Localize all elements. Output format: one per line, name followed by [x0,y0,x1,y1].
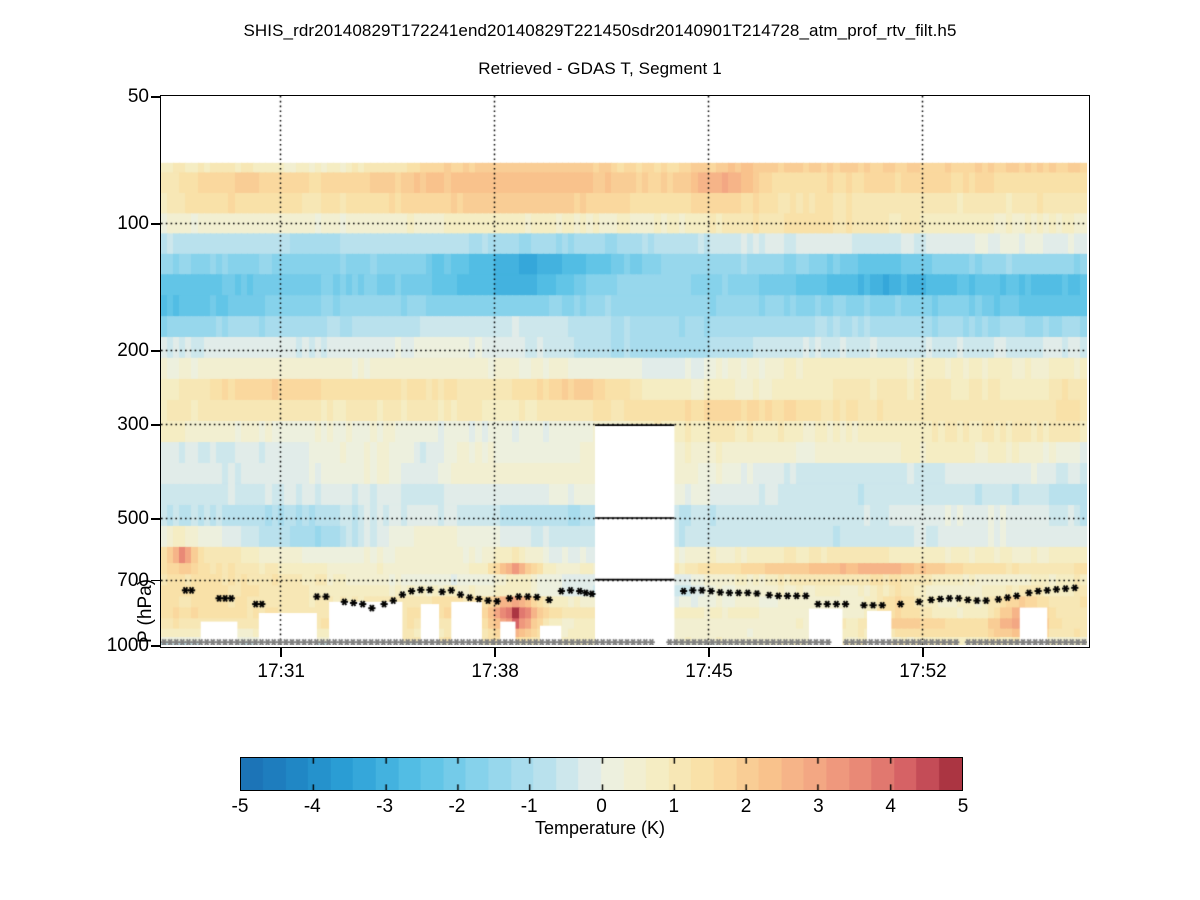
y-tick-mark [151,645,160,647]
markers-and-grid-canvas [161,96,1087,645]
x-tick-17-45: 17:45 [685,661,733,682]
y-tick-200: 200 [117,340,149,362]
x-tick-mark [280,648,282,657]
y-tick-1000: 1000 [106,635,149,656]
colorbar-tick-5: 5 [957,796,969,817]
y-tick-mark [151,223,160,225]
y-tick-50: 50 [127,86,149,107]
colorbar-tick-2: 2 [740,796,752,817]
colorbar-tick-0: 0 [596,796,607,817]
y-axis-label: P (hPa) [135,578,156,644]
colorbar-tick-3: 3 [813,796,824,817]
figure-title-filename: SHIS_rdr20140829T172241end20140829T22145… [243,21,957,40]
x-tick-17-52: 17:52 [899,661,947,682]
x-tick-mark [494,648,496,657]
y-tick-mark [151,579,160,582]
colorbar-tick-4: 4 [885,796,896,817]
x-tick-17-31: 17:31 [257,661,305,682]
y-tick-300: 300 [117,414,149,436]
x-tick-mark [921,648,924,657]
colorbar-gradient [240,757,963,791]
colorbar-tick-1: 1 [668,796,680,817]
colorbar-tick--2: -2 [448,796,466,817]
figure-title-subtitle: Retrieved - GDAS T, Segment 1 [478,59,722,78]
colorbar-tick--4: -4 [303,796,321,817]
colorbar-tick--3: -3 [376,796,394,817]
y-tick-500: 500 [117,507,149,529]
heatmap-plot-area[interactable] [160,95,1090,648]
y-tick-mark [151,424,160,426]
y-tick-mark [151,517,160,520]
x-tick-mark [708,648,710,657]
colorbar-label: Temperature (K) [534,818,666,838]
y-tick-mark [151,96,160,98]
colorbar-tick--1: -1 [520,796,538,817]
x-tick-17-38: 17:38 [471,661,519,682]
colorbar[interactable] [240,757,963,791]
y-axis-label-host: P (hPa) [50,270,156,643]
y-tick-100: 100 [117,213,149,235]
y-tick-700: 700 [117,569,149,591]
colorbar-tick--5: -5 [231,796,249,817]
y-tick-mark [151,350,160,352]
